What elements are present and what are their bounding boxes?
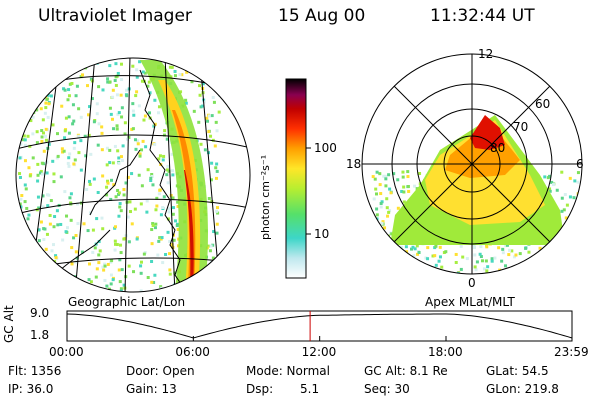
glat-info: GLat: 54.5 (486, 364, 549, 378)
left-panel-frame (15, 57, 251, 293)
ip-info: IP: 36.0 (8, 382, 54, 396)
right-panel-caption: Apex MLat/MLT (425, 295, 515, 309)
mlt-12-label: 12 (478, 47, 494, 61)
altitude-timeline (66, 310, 573, 342)
gcalt-info: GC Alt: 8.1 Re (364, 364, 448, 378)
time-label: 11:32:44 UT (430, 6, 535, 26)
timeline-ytop: 9.0 (30, 306, 50, 320)
dsp-value: 5.1 (300, 382, 320, 396)
colorbar (285, 78, 307, 279)
seq-info: Seq: 30 (364, 382, 410, 396)
timeline-xlabel: 00:00 (49, 345, 84, 359)
date-label: 15 Aug 00 (278, 6, 366, 26)
mlt-6-label: 6 (576, 157, 584, 171)
mlt-18-label: 18 (346, 157, 362, 171)
dsp-label: Dsp: (246, 382, 274, 396)
timeline-xlabel: 18:00 (428, 345, 463, 359)
gain-info: Gain: 13 (126, 382, 177, 396)
mlt-0-label: 0 (468, 276, 476, 290)
lat-60-label: 60 (535, 97, 551, 111)
instrument-title: Ultraviolet Imager (38, 6, 192, 26)
left-panel-caption: Geographic Lat/Lon (68, 295, 186, 309)
door-info: Door: Open (126, 364, 195, 378)
colorbar-unit-label: photon cm⁻²s⁻¹ (259, 154, 272, 240)
flt-info: Flt: 1356 (8, 364, 62, 378)
glon-info: GLon: 219.8 (486, 382, 559, 396)
timeline-xlabel: 06:00 (175, 345, 210, 359)
colorbar-tick-100: 100 (314, 141, 337, 155)
colorbar-tick-10: 10 (314, 227, 330, 241)
lat-80-label: 80 (490, 141, 506, 155)
geographic-image (16, 58, 250, 292)
polar-grid (361, 53, 583, 275)
timeline-ybottom: 1.8 (30, 328, 50, 342)
timeline-xlabel: 12:00 (301, 345, 337, 359)
timeline-ylabel: GC Alt (2, 305, 16, 343)
timeline-xlabel: 23:59 (554, 345, 589, 359)
mode-info: Mode: Normal (246, 364, 330, 378)
lat-70-label: 70 (513, 120, 529, 134)
altitude-curve (66, 313, 573, 339)
